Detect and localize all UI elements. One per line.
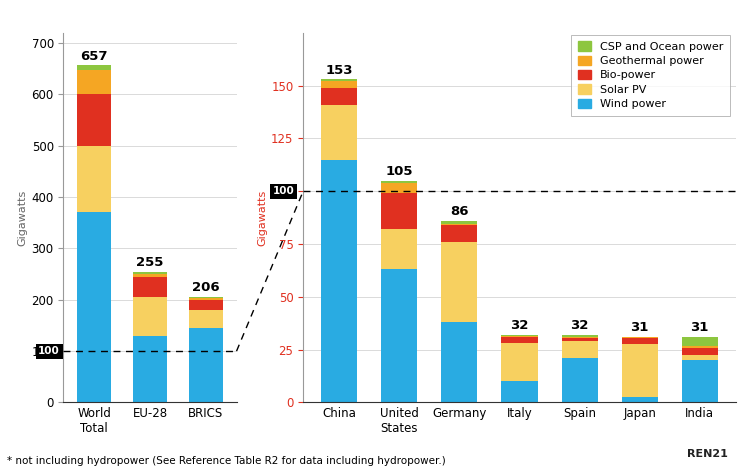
Bar	[133, 274, 167, 277]
Bar	[682, 360, 718, 402]
Text: 206: 206	[192, 281, 220, 294]
Y-axis label: Gigawatts: Gigawatts	[17, 190, 28, 246]
Bar	[441, 242, 477, 322]
Bar	[321, 81, 357, 88]
Text: REN21: REN21	[687, 449, 728, 459]
Bar	[682, 337, 718, 346]
Bar	[78, 146, 111, 212]
Bar	[189, 310, 223, 328]
Bar	[78, 65, 111, 70]
Text: * not including hydropower (See Reference Table R2 for data including hydropower: * not including hydropower (See Referenc…	[7, 456, 446, 466]
Bar	[441, 225, 477, 242]
Bar	[622, 336, 657, 337]
Bar	[682, 355, 718, 360]
Bar	[501, 335, 538, 336]
Text: 100: 100	[38, 346, 60, 356]
Bar	[381, 270, 418, 402]
Bar	[441, 224, 477, 225]
Bar	[189, 300, 223, 310]
Bar	[682, 348, 718, 355]
Bar	[622, 344, 657, 397]
Bar	[562, 337, 598, 338]
Bar	[501, 336, 538, 337]
Text: 32: 32	[510, 319, 529, 332]
Bar	[622, 397, 657, 402]
Bar	[321, 104, 357, 160]
Bar	[78, 212, 111, 402]
Bar	[189, 297, 223, 298]
Bar	[381, 183, 418, 193]
Legend: CSP and Ocean power, Geothermal power, Bio-power, Solar PV, Wind power: CSP and Ocean power, Geothermal power, B…	[571, 35, 731, 116]
Bar	[562, 358, 598, 402]
Bar	[562, 335, 598, 337]
Bar	[133, 336, 167, 402]
Bar	[321, 160, 357, 402]
Text: 31: 31	[630, 321, 649, 334]
Text: 31: 31	[690, 322, 709, 335]
Bar	[381, 181, 418, 183]
Bar	[622, 337, 657, 344]
Y-axis label: Gigawatts: Gigawatts	[257, 190, 267, 246]
Bar	[501, 381, 538, 402]
Text: 255: 255	[137, 256, 164, 269]
Bar	[321, 88, 357, 104]
Bar	[133, 297, 167, 336]
Bar	[78, 70, 111, 95]
Bar	[189, 328, 223, 402]
Text: 86: 86	[450, 205, 468, 218]
Bar	[78, 95, 111, 146]
Bar	[321, 79, 357, 81]
Text: 657: 657	[81, 50, 108, 63]
Bar	[682, 346, 718, 348]
Bar	[133, 271, 167, 274]
Bar	[501, 337, 538, 344]
Text: 100: 100	[273, 186, 294, 196]
Bar	[381, 193, 418, 229]
Bar	[441, 221, 477, 224]
Text: 153: 153	[326, 64, 353, 77]
Bar	[562, 341, 598, 358]
Text: 105: 105	[385, 165, 413, 178]
Bar	[562, 338, 598, 341]
Bar	[501, 344, 538, 381]
Bar	[189, 298, 223, 300]
Bar	[133, 277, 167, 297]
Bar	[381, 229, 418, 270]
Text: 32: 32	[571, 319, 589, 332]
Bar	[441, 322, 477, 402]
